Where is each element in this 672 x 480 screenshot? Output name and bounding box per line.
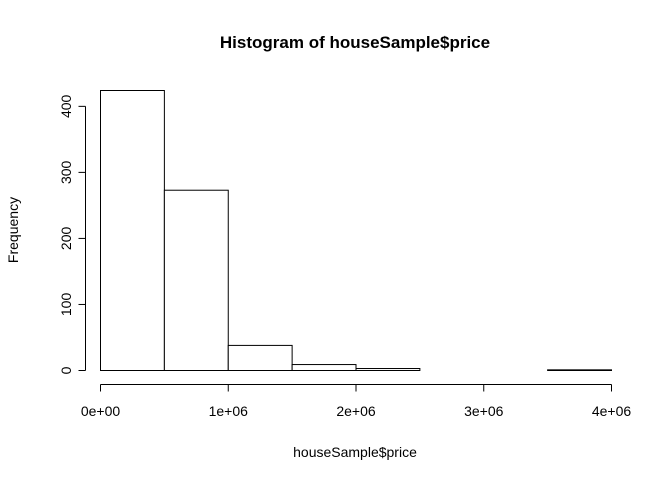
histogram-bar — [547, 369, 612, 372]
x-axis-label: houseSample$price — [293, 444, 417, 460]
x-axis: 0e+00 1e+06 2e+06 3e+06 4e+06 — [81, 384, 632, 419]
histogram-bar — [291, 364, 357, 372]
y-tick-label: 200 — [58, 227, 74, 251]
histogram-bar — [355, 368, 421, 371]
y-tick-label: 400 — [58, 94, 74, 118]
x-tick-label: 4e+06 — [592, 403, 632, 419]
y-axis: 0 100 200 300 400 — [58, 94, 86, 374]
bars-group — [100, 90, 612, 372]
y-tick-label: 100 — [58, 293, 74, 317]
x-tick-label: 0e+00 — [81, 403, 121, 419]
x-tick-label: 2e+06 — [336, 403, 376, 419]
y-tick-label: 0 — [58, 366, 74, 374]
histogram-bar — [163, 189, 229, 371]
y-axis-label: Frequency — [5, 197, 21, 263]
histogram-bar — [227, 344, 293, 372]
y-tick-label: 300 — [58, 160, 74, 184]
x-tick-label: 1e+06 — [209, 403, 249, 419]
histogram-bar — [100, 90, 165, 371]
x-tick-label: 3e+06 — [464, 403, 504, 419]
chart-title: Histogram of houseSample$price — [220, 33, 490, 52]
